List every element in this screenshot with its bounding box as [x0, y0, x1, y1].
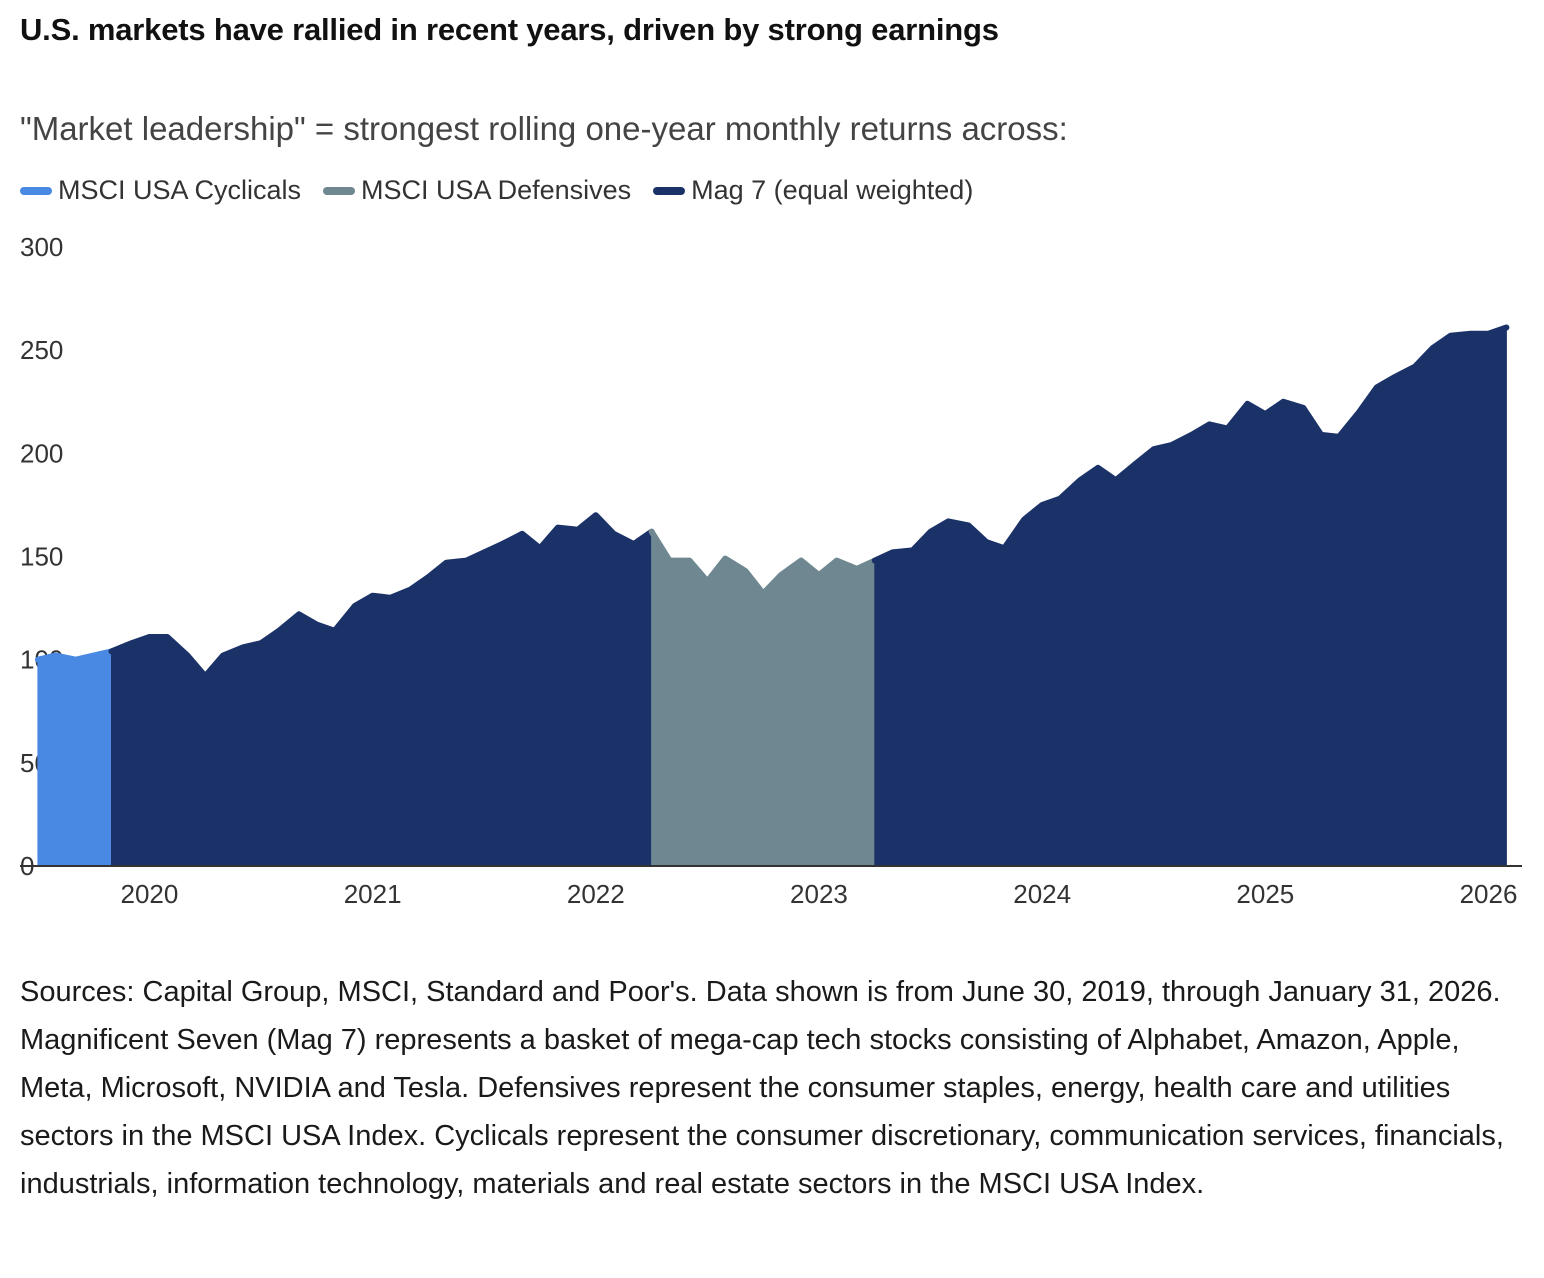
area-series-mag-7-equal-weighted--3 — [874, 327, 1507, 867]
chart-subtitle: "Market leadership" = strongest rolling … — [20, 110, 1068, 147]
legend-label-defensives: MSCI USA Defensives — [361, 175, 632, 205]
y-tick-label: 250 — [20, 335, 63, 365]
area-edge-1 — [108, 512, 655, 680]
x-tick-label: 2026 — [1460, 879, 1518, 909]
x-tick-label: 2020 — [121, 879, 179, 909]
legend-item-defensives: MSCI USA Defensives — [323, 175, 631, 206]
x-tick-label: 2023 — [790, 879, 848, 909]
x-tick-label: 2024 — [1013, 879, 1071, 909]
legend-swatch-mag7 — [653, 186, 686, 195]
legend-label-mag7: Mag 7 (equal weighted) — [691, 175, 974, 205]
area-series-mag-7-equal-weighted--1 — [111, 514, 653, 867]
y-tick-label: 150 — [20, 542, 63, 572]
y-tick-label: 200 — [20, 438, 63, 468]
chart-title: U.S. markets have rallied in recent year… — [20, 12, 999, 47]
legend-item-cyclicals: MSCI USA Cyclicals — [20, 175, 301, 206]
legend-swatch-cyclicals — [20, 186, 52, 195]
x-tick-label: 2022 — [567, 879, 625, 909]
area-edge-2 — [648, 528, 878, 597]
area-series-msci-usa-cyclicals-0 — [37, 650, 112, 867]
footnote: Sources: Capital Group, MSCI, Standard a… — [20, 976, 1504, 1200]
x-tick-label: 2025 — [1236, 879, 1294, 909]
x-tick-label: 2021 — [344, 879, 402, 909]
area-series-msci-usa-defensives-2 — [651, 531, 876, 867]
y-tick-label: 300 — [20, 232, 63, 262]
legend-label-cyclicals: MSCI USA Cyclicals — [58, 175, 302, 205]
area-edge-3 — [871, 324, 1510, 564]
legend: MSCI USA Cyclicals MSCI USA Defensives M… — [20, 175, 995, 206]
legend-item-mag7: Mag 7 (equal weighted) — [653, 175, 973, 206]
area-chart: 0501001502002503002020202120222023202420… — [20, 232, 1522, 909]
legend-swatch-defensives — [323, 186, 356, 195]
area-edge-0 — [34, 648, 115, 663]
